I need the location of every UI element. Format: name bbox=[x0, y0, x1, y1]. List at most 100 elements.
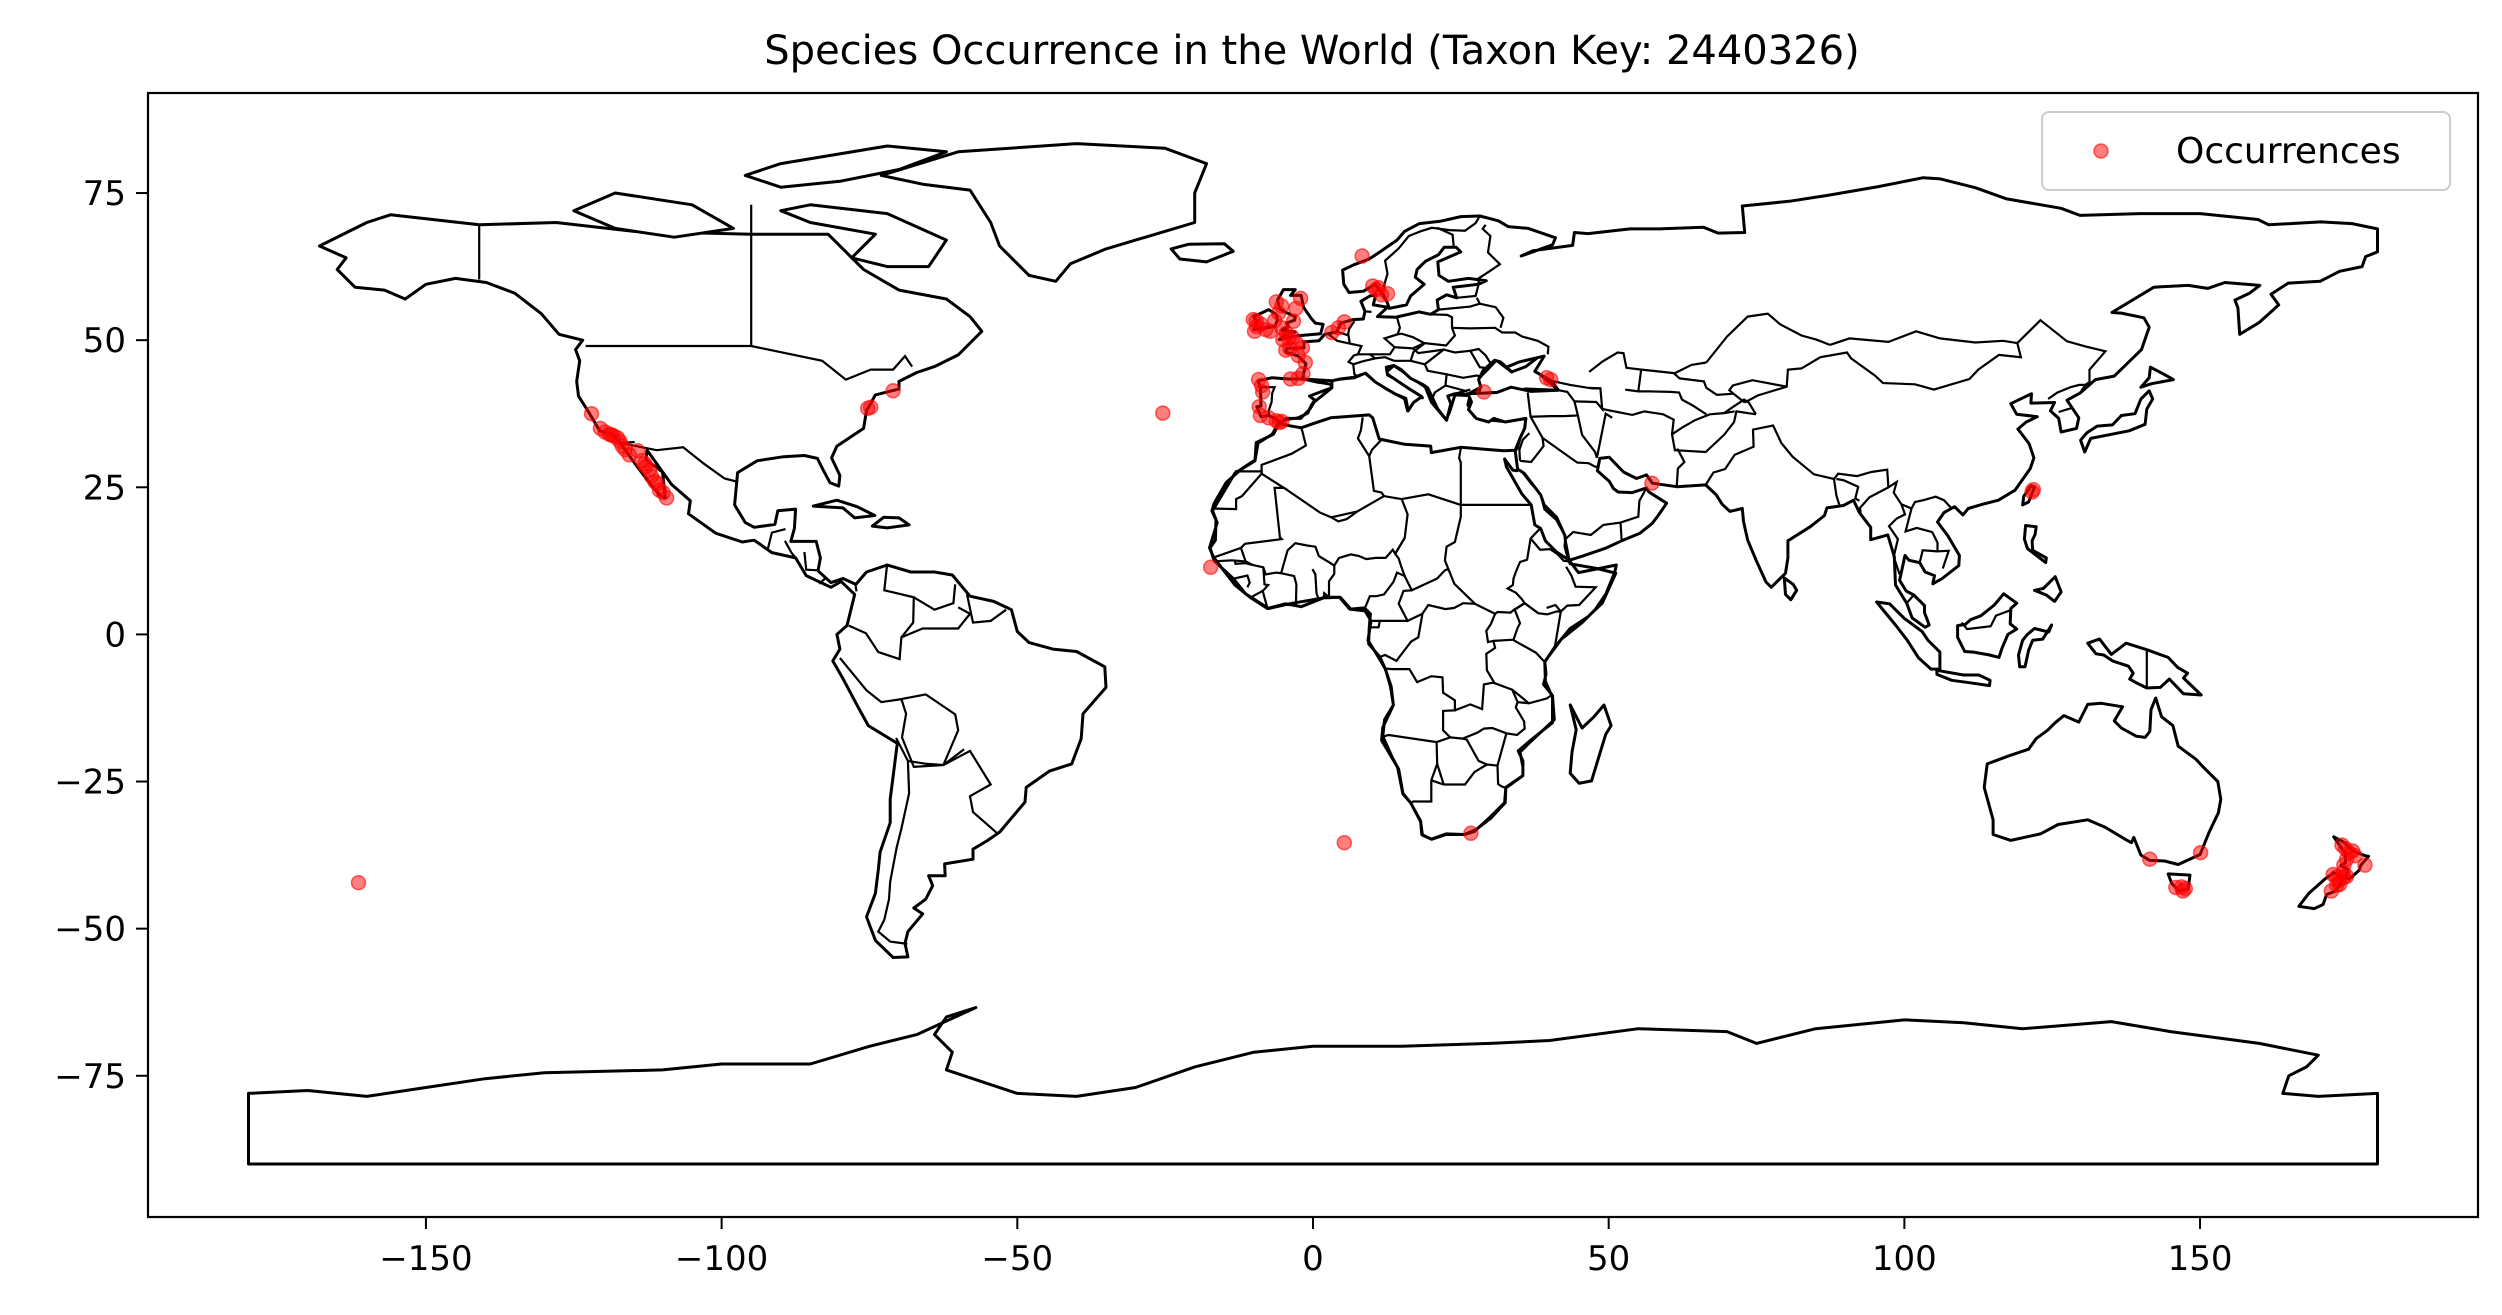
occurrence-point bbox=[1250, 371, 1267, 388]
country-border bbox=[1438, 297, 1482, 311]
country-border bbox=[900, 606, 972, 639]
occurrence-point bbox=[1463, 825, 1479, 842]
country-border bbox=[1322, 565, 1336, 600]
country-border bbox=[1331, 510, 1358, 519]
landmass-outline bbox=[1208, 355, 1618, 841]
landmass-outline bbox=[779, 203, 948, 269]
occurrence-point bbox=[2338, 851, 2355, 867]
country-border bbox=[1311, 568, 1320, 601]
occurrence-point bbox=[1273, 413, 1290, 430]
occurrence-point bbox=[862, 399, 879, 415]
country-border bbox=[1723, 398, 1757, 415]
landmass-outline bbox=[2033, 575, 2063, 603]
country-border bbox=[1401, 493, 1541, 616]
y-tick-label: −25 bbox=[54, 763, 126, 803]
country-border bbox=[1462, 737, 1488, 766]
country-border bbox=[1378, 613, 1424, 663]
x-tick-label: 50 bbox=[1587, 1239, 1630, 1279]
country-border bbox=[1261, 567, 1271, 609]
country-border bbox=[1905, 594, 1915, 604]
country-border bbox=[1477, 224, 1502, 285]
country-border bbox=[1280, 572, 1298, 607]
country-border bbox=[1251, 589, 1264, 598]
country-border bbox=[1394, 313, 1457, 362]
country-border bbox=[1619, 522, 1623, 541]
landmass-outline bbox=[743, 144, 948, 189]
country-border bbox=[818, 577, 826, 585]
country-border bbox=[1368, 438, 1383, 457]
country-border bbox=[1727, 379, 1787, 395]
y-tick-label: 0 bbox=[104, 615, 126, 655]
country-border bbox=[1423, 363, 1448, 402]
country-border bbox=[1363, 310, 1372, 313]
landmass-outline bbox=[1982, 696, 2223, 866]
country-border bbox=[1233, 560, 1253, 567]
country-border bbox=[1397, 589, 1476, 623]
world-basemap bbox=[247, 142, 2379, 1166]
occurrence-point bbox=[1476, 384, 1492, 400]
country-border bbox=[1454, 388, 1471, 395]
x-tick-label: −50 bbox=[981, 1239, 1053, 1279]
legend-label-occurrences: Occurrences bbox=[2176, 131, 2401, 172]
landmass-outline bbox=[879, 142, 1209, 283]
occurrence-point bbox=[583, 405, 600, 422]
country-border bbox=[1352, 357, 1376, 366]
country-border bbox=[854, 583, 858, 592]
country-border bbox=[1887, 503, 1907, 575]
country-border bbox=[1412, 347, 1444, 355]
occurrence-point bbox=[1542, 371, 1559, 388]
country-border bbox=[1456, 284, 1480, 299]
occurrence-point bbox=[2142, 851, 2158, 867]
country-border bbox=[1576, 415, 1598, 459]
landmass-outline bbox=[1935, 668, 1992, 688]
country-border bbox=[1346, 320, 1356, 336]
country-border bbox=[1436, 763, 1445, 785]
country-border bbox=[1496, 765, 1507, 790]
country-border bbox=[1368, 620, 1381, 629]
country-border bbox=[1519, 416, 1545, 464]
country-border bbox=[1493, 638, 1546, 663]
country-border bbox=[1511, 688, 1553, 705]
occurrence-point bbox=[1336, 834, 1353, 851]
occurrence-point bbox=[1155, 405, 1171, 421]
occurrence-point bbox=[2357, 857, 2373, 873]
occurrence-point bbox=[1288, 300, 1304, 317]
occurrence-point bbox=[2192, 844, 2209, 861]
occurrence-point bbox=[2328, 877, 2345, 893]
country-border bbox=[1832, 478, 1841, 506]
country-border bbox=[1705, 312, 1831, 364]
landmass-outline bbox=[2139, 365, 2175, 389]
landmass-outline bbox=[811, 498, 877, 520]
country-border bbox=[1213, 472, 1288, 559]
country-border bbox=[1526, 389, 1580, 418]
country-border bbox=[901, 693, 960, 766]
country-border bbox=[1363, 537, 1407, 609]
landmass-outline bbox=[2086, 637, 2203, 697]
country-border bbox=[783, 540, 797, 560]
occurrence-points bbox=[350, 248, 2373, 899]
landmass-outline bbox=[2017, 623, 2054, 669]
landmass-outline bbox=[870, 515, 911, 530]
country-border bbox=[1454, 613, 1497, 712]
country-border bbox=[620, 442, 739, 484]
x-tick-label: 150 bbox=[2168, 1239, 2233, 1279]
occurrence-point bbox=[2025, 481, 2042, 498]
occurrence-point bbox=[1268, 294, 1285, 310]
country-border bbox=[1234, 574, 1251, 588]
country-border bbox=[1260, 427, 1308, 474]
occurrence-point bbox=[1370, 280, 1387, 296]
country-border bbox=[1239, 486, 1409, 576]
landmass-outline bbox=[1782, 576, 1799, 602]
occurrence-point bbox=[658, 490, 675, 506]
x-tick-label: 0 bbox=[1302, 1239, 1324, 1279]
country-border bbox=[1541, 437, 1600, 468]
country-border bbox=[907, 748, 965, 767]
country-border bbox=[1641, 368, 1746, 404]
country-border bbox=[965, 594, 1007, 624]
country-border bbox=[1546, 603, 1562, 613]
country-border bbox=[1518, 432, 1531, 461]
country-border bbox=[1674, 410, 1757, 454]
country-border bbox=[1960, 609, 2011, 631]
country-border bbox=[1595, 411, 1613, 459]
y-axis: 75 50 25 0 −25 −50 −75 bbox=[54, 174, 148, 1097]
